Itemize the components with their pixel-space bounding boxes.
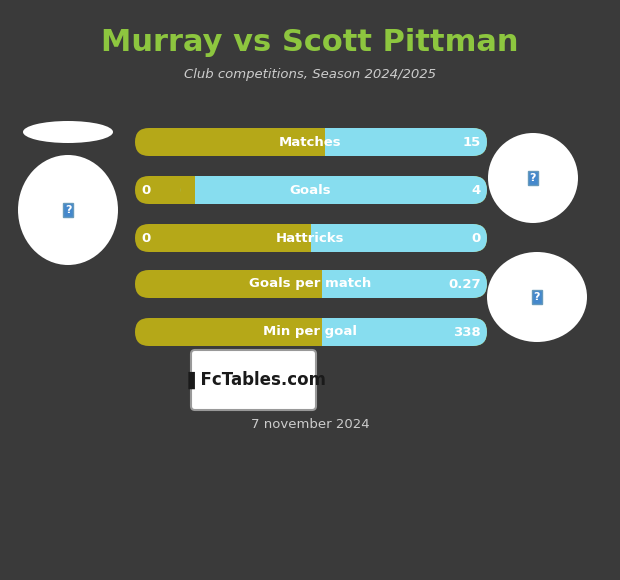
FancyBboxPatch shape [191, 350, 316, 410]
FancyBboxPatch shape [308, 270, 487, 298]
Bar [181, 176, 195, 204]
FancyBboxPatch shape [135, 176, 487, 204]
Ellipse shape [488, 133, 578, 223]
Bar [308, 318, 322, 346]
Text: 0.27: 0.27 [448, 277, 481, 291]
Text: ?: ? [534, 292, 540, 302]
Text: Goals: Goals [289, 183, 331, 197]
Text: 338: 338 [453, 325, 481, 339]
Text: 4: 4 [472, 183, 481, 197]
Text: ?: ? [64, 205, 71, 215]
Text: 0: 0 [141, 231, 150, 245]
Text: Matches: Matches [278, 136, 342, 148]
Ellipse shape [18, 155, 118, 265]
Text: Hattricks: Hattricks [276, 231, 344, 245]
Text: ▐ FcTables.com: ▐ FcTables.com [182, 371, 326, 389]
FancyBboxPatch shape [135, 270, 487, 298]
Text: 7 november 2024: 7 november 2024 [250, 418, 370, 431]
Text: Goals per match: Goals per match [249, 277, 371, 291]
FancyBboxPatch shape [181, 176, 487, 204]
Bar [297, 224, 311, 252]
FancyBboxPatch shape [135, 318, 487, 346]
Bar [311, 128, 325, 156]
Ellipse shape [487, 252, 587, 342]
Text: Murray vs Scott Pittman: Murray vs Scott Pittman [101, 28, 519, 57]
FancyBboxPatch shape [308, 318, 487, 346]
FancyBboxPatch shape [297, 224, 487, 252]
Ellipse shape [23, 121, 113, 143]
Text: ?: ? [529, 173, 536, 183]
Bar [308, 270, 322, 298]
Text: Club competitions, Season 2024/2025: Club competitions, Season 2024/2025 [184, 68, 436, 81]
FancyBboxPatch shape [135, 224, 487, 252]
Text: 0: 0 [472, 231, 481, 245]
Text: Min per goal: Min per goal [263, 325, 357, 339]
Text: 0: 0 [141, 183, 150, 197]
Text: 15: 15 [463, 136, 481, 148]
FancyBboxPatch shape [311, 128, 487, 156]
FancyBboxPatch shape [135, 128, 487, 156]
